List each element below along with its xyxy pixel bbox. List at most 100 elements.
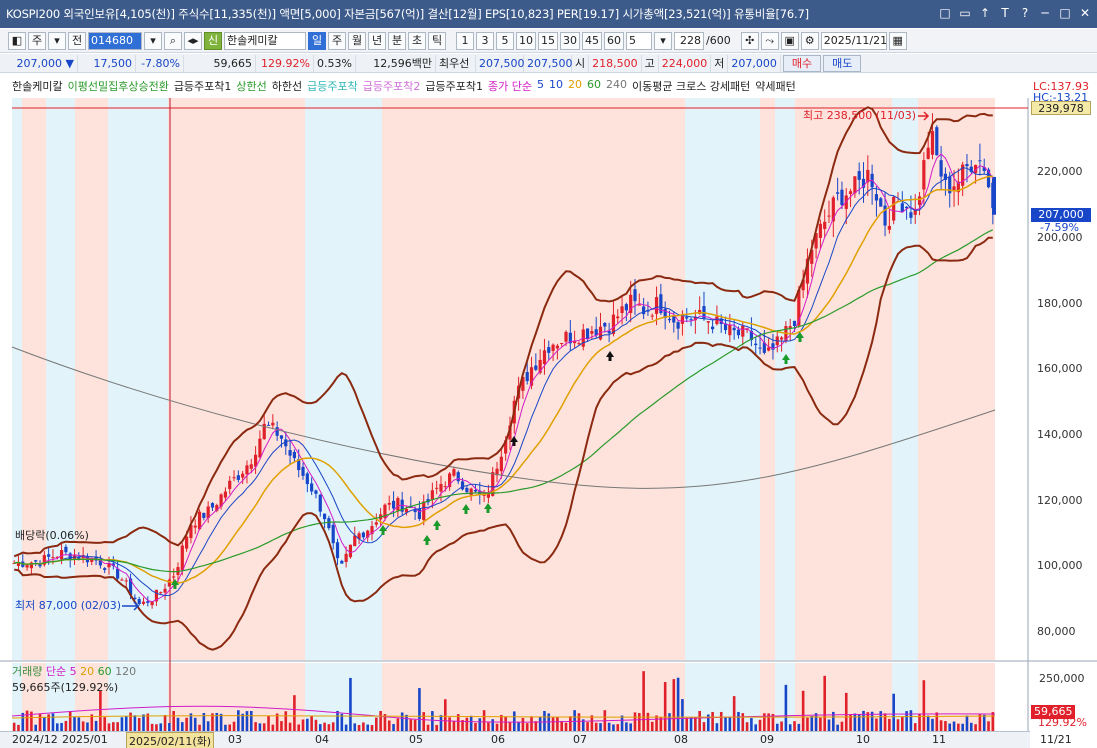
- buy-signal-arrow: [379, 525, 387, 535]
- volume-bar: [754, 724, 758, 731]
- speaker-icon[interactable]: ◂▸: [184, 31, 202, 50]
- high-annotation: 최고 238,500 (11/03): [803, 109, 917, 122]
- date-label: 05: [409, 733, 423, 746]
- volume-bar: [99, 690, 102, 731]
- volume-bar: [327, 724, 331, 731]
- volume-bar: [284, 711, 288, 731]
- volume-bar: [310, 715, 313, 731]
- legend-item[interactable]: 5: [536, 78, 544, 91]
- volume-bar: [982, 714, 986, 731]
- interval-60[interactable]: 60: [604, 31, 624, 50]
- save-icon[interactable]: ▣: [780, 31, 799, 50]
- legend-item[interactable]: 급등주포착: [307, 80, 358, 93]
- interval-15[interactable]: 15: [538, 31, 558, 50]
- volume-bar: [137, 717, 141, 731]
- candle-body: [978, 160, 982, 162]
- minimize-icon[interactable]: ─: [1041, 6, 1049, 20]
- legend-item[interactable]: 이평선밀집후상승전환: [67, 80, 169, 93]
- period-minute[interactable]: 분: [388, 31, 406, 50]
- buy-button[interactable]: 매수: [782, 54, 822, 72]
- volume-bar: [314, 719, 318, 731]
- search-icon[interactable]: ⌕: [164, 31, 182, 50]
- background-band: [685, 98, 760, 660]
- calendar-icon[interactable]: ▦: [888, 31, 907, 50]
- interval-10[interactable]: 10: [516, 31, 536, 50]
- maximize-icon[interactable]: □: [1059, 6, 1071, 20]
- legend-item[interactable]: 종가 단순: [488, 80, 532, 93]
- legend-item[interactable]: 이동평균 크로스 강세패턴: [631, 80, 751, 93]
- volume-bar: [370, 724, 374, 731]
- count-input[interactable]: 228: [674, 31, 704, 50]
- legend-item[interactable]: 60: [586, 78, 601, 91]
- layout-icon[interactable]: □: [939, 6, 951, 20]
- volume-bar: [758, 719, 762, 731]
- candle-body: [831, 197, 835, 222]
- candle-body: [288, 450, 292, 456]
- font-icon[interactable]: T: [1001, 6, 1009, 20]
- volume-bar: [280, 721, 283, 731]
- candle-body: [814, 233, 818, 249]
- date-input[interactable]: 2025/11/21: [820, 31, 887, 50]
- volume-bar: [650, 721, 654, 731]
- volume-bar: [944, 721, 947, 731]
- candle-body: [973, 164, 978, 174]
- volume-bar: [73, 716, 76, 731]
- candle-body: [767, 347, 771, 351]
- legend-item[interactable]: 약세패턴: [755, 80, 796, 93]
- interval-1[interactable]: 1: [456, 31, 474, 50]
- interval-45[interactable]: 45: [582, 31, 602, 50]
- legend-item[interactable]: 20: [567, 78, 582, 91]
- help-icon[interactable]: ?: [1021, 6, 1029, 20]
- legend-item[interactable]: 급등주포착2: [362, 80, 421, 93]
- legend-item[interactable]: 10: [548, 78, 563, 91]
- crosshair-icon[interactable]: ✣: [740, 31, 759, 50]
- volume-bar: [939, 720, 943, 731]
- chart-tool-icon[interactable]: ⤳: [760, 31, 779, 50]
- period-year[interactable]: 년: [368, 31, 386, 50]
- period-second[interactable]: 초: [408, 31, 426, 50]
- candle-body: [930, 131, 935, 155]
- volume-bar: [689, 717, 693, 731]
- best-sell: 207,500: [476, 54, 525, 72]
- legend-item[interactable]: 급등주포착1: [425, 80, 483, 93]
- interval-input[interactable]: 5: [626, 31, 652, 50]
- market-dropdown-icon[interactable]: ▾: [48, 31, 66, 50]
- close-icon[interactable]: ✕: [1079, 6, 1091, 20]
- candle-body: [633, 289, 637, 302]
- date-label: 2025/01: [62, 733, 108, 746]
- volume-bar: [181, 722, 184, 731]
- candle-body: [555, 345, 559, 349]
- interval-30[interactable]: 30: [560, 31, 580, 50]
- code-dropdown-icon[interactable]: ▾: [144, 31, 162, 50]
- price-chart[interactable]: [0, 74, 1097, 748]
- period-day[interactable]: 일: [308, 31, 326, 50]
- settings-icon[interactable]: ⚙: [800, 31, 819, 50]
- interval-dropdown-icon[interactable]: ▾: [654, 31, 672, 50]
- sell-button[interactable]: 매도: [823, 54, 862, 72]
- volume-bar: [344, 724, 348, 731]
- interval-5[interactable]: 5: [496, 31, 514, 50]
- legend-item[interactable]: 상한선: [236, 80, 267, 93]
- pin-icon[interactable]: ↑: [979, 6, 991, 20]
- interval-3[interactable]: 3: [476, 31, 494, 50]
- candle-body: [133, 597, 137, 599]
- volume-bar: [926, 715, 930, 731]
- prev-button[interactable]: 전: [68, 31, 86, 50]
- candle-body: [866, 169, 870, 183]
- period-week[interactable]: 주: [328, 31, 346, 50]
- period-tick[interactable]: 틱: [428, 31, 446, 50]
- panel-toggle-icon[interactable]: ◧: [8, 31, 26, 50]
- market-select[interactable]: 주: [28, 31, 46, 50]
- candle-body: [823, 221, 827, 229]
- volume-bar: [500, 714, 503, 731]
- candle-body: [452, 469, 456, 476]
- legend-item[interactable]: 240: [605, 78, 627, 91]
- stock-code-input[interactable]: 014680: [88, 31, 142, 50]
- legend-item[interactable]: 급등주포착1: [173, 80, 232, 93]
- candle-body: [456, 472, 460, 482]
- legend-item[interactable]: 한솔케미칼: [12, 80, 63, 93]
- legend-item[interactable]: 하한선: [271, 80, 303, 93]
- period-month[interactable]: 월: [348, 31, 366, 50]
- candle-body: [146, 601, 150, 603]
- tile-icon[interactable]: ▭: [959, 6, 971, 20]
